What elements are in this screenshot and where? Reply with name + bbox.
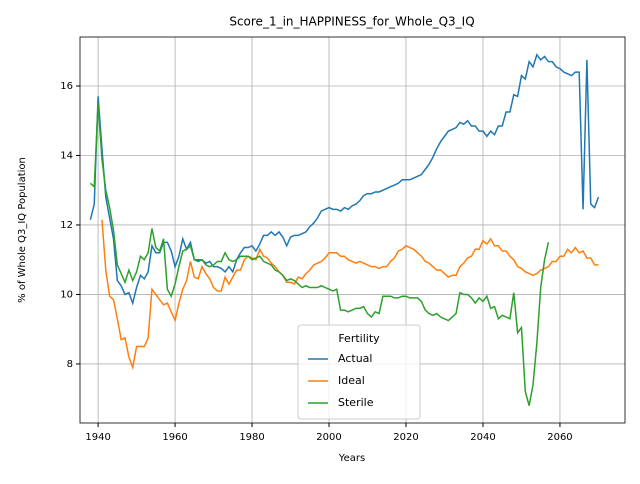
x-tick-label: 1980: [239, 432, 264, 443]
y-axis-label: % of Whole Q3_IQ Population: [17, 157, 28, 303]
chart-title: Score_1_in_HAPPINESS_for_Whole_Q3_IQ: [229, 15, 474, 29]
line-series: [89, 103, 550, 406]
x-tick-label: 2000: [316, 432, 341, 443]
y-tick-label: 12: [60, 220, 73, 231]
x-tick-label: 1940: [85, 432, 110, 443]
line-series: [101, 219, 599, 371]
x-axis-label: Years: [338, 453, 365, 464]
x-tick-label: 2040: [470, 432, 495, 443]
plot-frame: [79, 36, 626, 424]
legend-label: Sterile: [338, 396, 374, 409]
y-tick-label: 16: [60, 81, 73, 92]
y-tick-label: 8: [67, 359, 73, 370]
legend-box: [297, 324, 421, 420]
y-tick-label: 14: [60, 150, 73, 161]
x-tick-label: 2060: [547, 432, 572, 443]
legend-label: Ideal: [338, 374, 365, 387]
y-tick-label: 10: [60, 289, 73, 300]
x-tick-label: 1960: [162, 432, 187, 443]
legend-title: Fertility: [338, 332, 380, 345]
legend-label: Actual: [338, 352, 372, 365]
line-series: [89, 53, 600, 306]
x-tick-label: 2020: [393, 432, 418, 443]
